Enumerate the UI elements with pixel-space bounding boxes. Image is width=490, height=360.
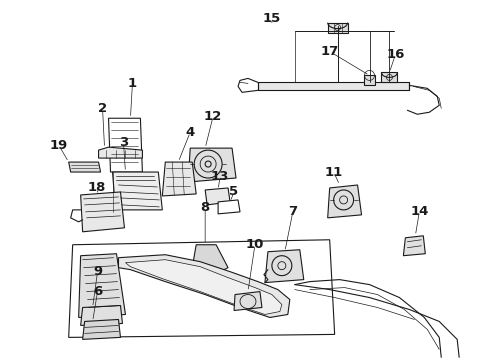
- Text: 18: 18: [87, 181, 106, 194]
- Text: 13: 13: [211, 170, 229, 183]
- Polygon shape: [108, 118, 143, 172]
- Polygon shape: [69, 162, 100, 172]
- Text: 14: 14: [410, 205, 429, 219]
- Polygon shape: [162, 162, 196, 196]
- Text: 11: 11: [324, 166, 343, 179]
- Polygon shape: [192, 245, 228, 278]
- Text: 16: 16: [386, 48, 405, 61]
- Polygon shape: [234, 292, 262, 310]
- Polygon shape: [188, 148, 236, 182]
- Polygon shape: [382, 72, 397, 82]
- Polygon shape: [218, 200, 240, 214]
- Text: 6: 6: [93, 285, 102, 298]
- Text: 3: 3: [119, 136, 128, 149]
- Text: 19: 19: [49, 139, 68, 152]
- Polygon shape: [364, 75, 375, 85]
- Text: 1: 1: [128, 77, 137, 90]
- Text: 4: 4: [186, 126, 195, 139]
- Text: 7: 7: [288, 205, 297, 219]
- Polygon shape: [205, 188, 230, 205]
- Polygon shape: [81, 306, 122, 325]
- Polygon shape: [328, 185, 362, 218]
- Text: 5: 5: [229, 185, 239, 198]
- Polygon shape: [78, 254, 125, 318]
- Text: 12: 12: [204, 110, 222, 123]
- Polygon shape: [113, 172, 162, 210]
- Text: 9: 9: [93, 265, 102, 278]
- Polygon shape: [98, 147, 143, 158]
- Polygon shape: [328, 23, 347, 32]
- Polygon shape: [119, 255, 290, 318]
- Polygon shape: [125, 260, 282, 315]
- Text: 10: 10: [246, 238, 264, 251]
- Polygon shape: [69, 240, 335, 337]
- Text: 17: 17: [320, 45, 339, 58]
- Polygon shape: [258, 82, 409, 90]
- Polygon shape: [403, 236, 425, 256]
- Text: 8: 8: [200, 201, 210, 215]
- Polygon shape: [83, 319, 121, 339]
- Polygon shape: [81, 192, 124, 232]
- Text: 2: 2: [98, 102, 107, 115]
- Polygon shape: [265, 250, 304, 283]
- Text: 15: 15: [263, 12, 281, 25]
